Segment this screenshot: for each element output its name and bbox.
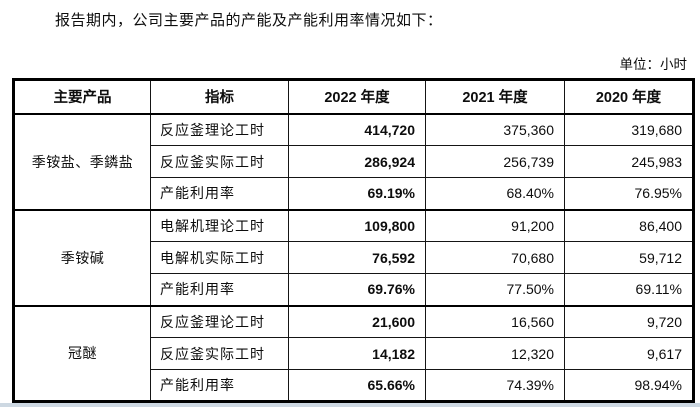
value-cell-2021: 91,200 [425, 208, 565, 242]
indicator-cell: 产能利用率 [150, 369, 289, 402]
capacity-table: 主要产品 指标 2022 年度 2021 年度 2020 年度 季铵盐、季鏻盐 … [12, 78, 695, 403]
table-header-row: 主要产品 指标 2022 年度 2021 年度 2020 年度 [13, 79, 694, 114]
page-bottom-edge [0, 403, 700, 407]
value-cell-2021: 68.40% [425, 177, 565, 210]
table-row: 产能利用率 69.19% 68.40% 76.95% [14, 177, 694, 210]
table-row: 产能利用率 65.66% 74.39% 98.94% [14, 369, 694, 402]
value-cell-2021: 375,360 [425, 112, 565, 146]
indicator-cell: 产能利用率 [150, 273, 289, 306]
value-cell-2022: 69.76% [288, 273, 426, 306]
indicator-cell: 产能利用率 [150, 177, 289, 210]
indicator-cell: 反应釜理论工时 [150, 112, 289, 146]
value-cell-2020: 59,712 [564, 241, 694, 274]
value-cell-2021: 256,739 [425, 145, 565, 178]
value-cell-2020: 76.95% [564, 177, 694, 210]
indicator-cell: 电解机实际工时 [150, 241, 289, 274]
product-cell: 季铵碱 [13, 208, 151, 306]
header-indicator: 指标 [150, 79, 289, 114]
value-cell-2022: 109,800 [288, 208, 426, 242]
value-cell-2022: 65.66% [288, 369, 426, 402]
product-cell: 季铵盐、季鏻盐 [13, 112, 151, 210]
value-cell-2022: 69.19% [288, 177, 426, 210]
table-row: 电解机实际工时 76,592 70,680 59,712 [14, 241, 694, 274]
indicator-cell: 反应釜理论工时 [150, 304, 289, 338]
value-cell-2020: 9,720 [564, 304, 694, 338]
value-cell-2022: 14,182 [288, 337, 426, 370]
value-cell-2022: 414,720 [288, 112, 426, 146]
header-2020: 2020 年度 [564, 79, 694, 114]
value-cell-2022: 76,592 [288, 241, 426, 274]
value-cell-2022: 286,924 [288, 145, 426, 178]
table-row: 反应釜实际工时 286,924 256,739 245,983 [14, 145, 694, 178]
value-cell-2020: 69.11% [564, 273, 694, 306]
table-row: 产能利用率 69.76% 77.50% 69.11% [14, 273, 694, 306]
header-2022: 2022 年度 [288, 79, 426, 114]
value-cell-2021: 77.50% [425, 273, 565, 306]
value-cell-2021: 16,560 [425, 304, 565, 338]
value-cell-2020: 9,617 [564, 337, 694, 370]
value-cell-2020: 98.94% [564, 369, 694, 402]
table-row: 冠醚 反应釜理论工时 21,600 16,560 9,720 [13, 304, 694, 402]
table-row: 反应釜实际工时 14,182 12,320 9,617 [14, 337, 694, 370]
value-cell-2021: 70,680 [425, 241, 565, 274]
table-row: 季铵碱 电解机理论工时 109,800 91,200 86,400 [13, 208, 694, 306]
indicator-cell: 电解机理论工时 [150, 208, 289, 242]
value-cell-2020: 86,400 [564, 208, 694, 242]
value-cell-2020: 245,983 [564, 145, 694, 178]
unit-label: 单位：小时 [619, 57, 688, 72]
header-2021: 2021 年度 [425, 79, 565, 114]
product-cell: 冠醚 [13, 304, 151, 402]
value-cell-2021: 12,320 [425, 337, 565, 370]
indicator-cell: 反应釜实际工时 [150, 337, 289, 370]
intro-text: 报告期内，公司主要产品的产能及产能利用率情况如下： [55, 12, 443, 29]
table-row: 季铵盐、季鏻盐 反应釜理论工时 414,720 375,360 319,680 [13, 112, 694, 210]
header-product: 主要产品 [13, 79, 151, 114]
value-cell-2022: 21,600 [288, 304, 426, 338]
value-cell-2021: 74.39% [425, 369, 565, 402]
indicator-cell: 反应釜实际工时 [150, 145, 289, 178]
value-cell-2020: 319,680 [564, 112, 694, 146]
